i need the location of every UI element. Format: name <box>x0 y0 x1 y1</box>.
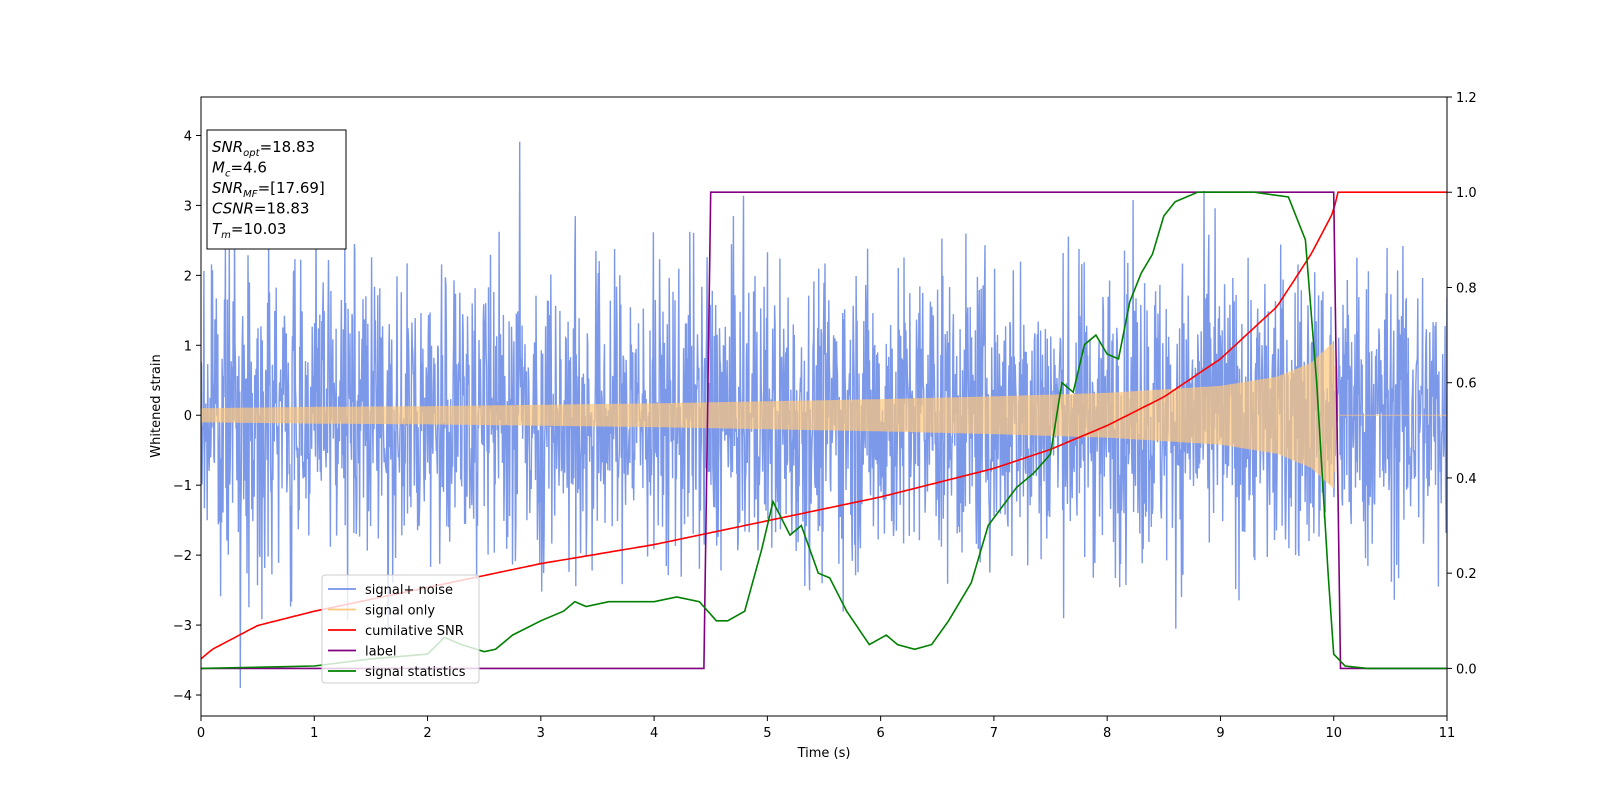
annotation-symbol: SNR <box>212 138 243 156</box>
annotation-symbol: M <box>212 159 225 177</box>
y-left-tick-label: −1 <box>173 479 192 494</box>
annotation-subscript: m <box>221 230 231 241</box>
y-axis-left-label: Whitened strain <box>149 354 164 457</box>
y-right-tick-label: 0.4 <box>1456 472 1477 487</box>
annotation-subscript: opt <box>243 148 260 159</box>
x-tick-label: 7 <box>990 726 998 741</box>
x-tick-label: 9 <box>1216 726 1224 741</box>
x-tick-label: 6 <box>876 726 884 741</box>
annotation-subscript: c <box>225 169 231 180</box>
annotation-symbol: T <box>212 220 223 238</box>
annotation-symbol: CSNR <box>212 200 254 218</box>
annotation-line: CSNR=18.83 <box>212 200 309 218</box>
legend-label: signal statistics <box>365 665 466 680</box>
x-tick-label: 8 <box>1103 726 1111 741</box>
y-left-tick-label: 1 <box>184 339 192 354</box>
y-left-tick-label: 2 <box>184 269 192 284</box>
y-left-tick-label: 0 <box>184 409 192 424</box>
x-tick-label: 5 <box>763 726 771 741</box>
annotation-value: =10.03 <box>231 220 287 238</box>
annotation-value: =18.83 <box>254 200 310 218</box>
legend: signal+ noise signal only cumilative SNR la… <box>321 574 480 684</box>
x-axis-label: Time (s) <box>797 746 851 761</box>
x-tick-label: 4 <box>650 726 658 741</box>
legend-label: cumilative SNR <box>365 624 464 639</box>
legend-label: label <box>365 645 396 660</box>
series-signal-statistics-line <box>201 191 1447 670</box>
x-tick-label: 1 <box>310 726 318 741</box>
y-left-tick-label: −2 <box>173 549 192 564</box>
x-tick-label: 2 <box>423 726 431 741</box>
legend-label: signal only <box>365 604 435 619</box>
legend-frame <box>321 574 480 684</box>
y-left-tick-label: 3 <box>184 199 192 214</box>
legend-label: signal+ noise <box>365 583 453 598</box>
annotation-box: SNRopt=18.83Mc=4.6SNRMF=[17.69]CSNR=18.8… <box>206 129 347 250</box>
y-right-tick-label: 0.8 <box>1456 281 1477 296</box>
annotation-value: =[17.69] <box>258 179 325 197</box>
annotation-box-frame <box>206 129 347 250</box>
annotation-value: =18.83 <box>260 138 316 156</box>
annotation-line: SNRopt=18.83 <box>212 138 315 159</box>
x-tick-label: 3 <box>537 726 545 741</box>
y-left-tick-label: −4 <box>173 689 192 704</box>
x-axis: 0 1 2 3 4 5 6 7 8 9 10 11 <box>197 716 1455 741</box>
y-right-tick-label: 1.2 <box>1456 91 1477 106</box>
annotation-line: SNRMF=[17.69] <box>212 179 325 200</box>
series-signal-only-line <box>201 342 1447 489</box>
x-tick-label: 11 <box>1439 726 1456 741</box>
annotation-line: Tm=10.03 <box>212 220 286 241</box>
y-right-tick-label: 0.0 <box>1456 662 1477 677</box>
y-left-tick-label: 4 <box>184 129 192 144</box>
y-right-tick-label: 1.0 <box>1456 186 1477 201</box>
y-axis-left: −4 −3 −2 −1 0 1 2 3 4 <box>173 129 201 704</box>
series-label-line <box>201 191 1447 670</box>
annotation-line: Mc=4.6 <box>212 159 267 180</box>
x-tick-label: 10 <box>1325 726 1342 741</box>
annotation-value: =4.6 <box>230 159 266 177</box>
y-right-tick-label: 0.2 <box>1456 567 1477 582</box>
x-tick-label: 0 <box>197 726 205 741</box>
y-left-tick-label: −3 <box>173 619 192 634</box>
y-axis-right: 0.0 0.2 0.4 0.6 0.8 1.0 1.2 <box>1447 91 1477 677</box>
annotation-symbol: SNR <box>212 179 243 197</box>
annotation-subscript: MF <box>243 189 258 200</box>
y-right-tick-label: 0.6 <box>1456 377 1477 392</box>
plot-frame <box>200 96 1448 717</box>
